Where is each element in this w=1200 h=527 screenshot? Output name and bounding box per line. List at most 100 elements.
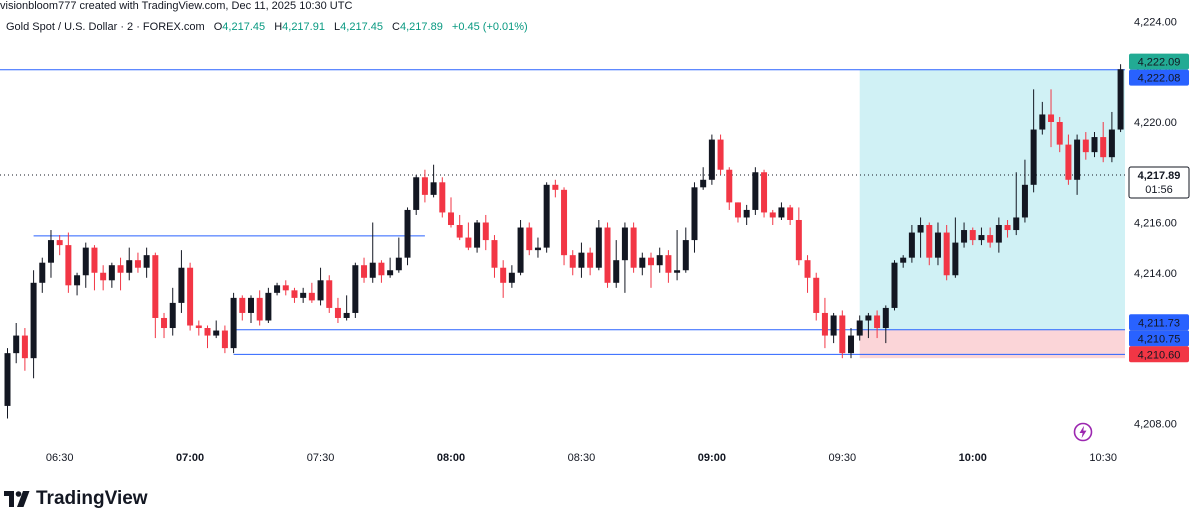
candle-body <box>961 230 968 243</box>
candle-body <box>491 240 498 268</box>
legend-close: 4,217.89 <box>400 21 443 33</box>
candle-body <box>813 277 820 313</box>
time-tick-label: 09:30 <box>829 452 857 464</box>
candle-body <box>795 219 802 261</box>
candle-body <box>639 257 646 268</box>
candle-body <box>439 182 446 213</box>
candle-body <box>543 184 550 248</box>
time-tick-label: 10:30 <box>1089 452 1117 464</box>
price-tick-label: 4,214.00 <box>1134 268 1177 280</box>
candle-body <box>247 297 254 313</box>
candle-body <box>65 245 72 286</box>
candle-body <box>361 265 368 278</box>
candle-body <box>4 353 11 406</box>
flash-icon[interactable] <box>1073 422 1093 442</box>
candle-body <box>1030 129 1037 185</box>
candle-body <box>700 179 707 188</box>
candle-body <box>317 280 324 301</box>
candle-body <box>1021 184 1028 218</box>
candle-body <box>465 237 472 248</box>
price-badge: 4,210.60 <box>1138 349 1181 361</box>
price-tick-label: 4,208.00 <box>1134 419 1177 431</box>
candle-body <box>308 292 315 301</box>
candle-body <box>917 225 924 233</box>
time-tick-label: 07:30 <box>307 452 335 464</box>
candle-body <box>47 240 54 263</box>
candle-body <box>534 247 541 251</box>
candle-body <box>117 265 124 273</box>
candle-body <box>717 139 724 170</box>
symbol-legend: Gold Spot / U.S. Dollar · 2 · FOREX.com … <box>6 21 528 33</box>
candle-body <box>126 260 133 273</box>
candle-body <box>161 317 168 329</box>
candle-body <box>569 255 576 268</box>
candle-body <box>769 212 776 218</box>
candle-body <box>456 225 463 238</box>
candle-body <box>891 262 898 308</box>
candle-body <box>334 307 341 318</box>
candle-body <box>204 328 211 336</box>
creator-header: visionbloom777 created with TradingView.… <box>0 0 353 12</box>
candle-body <box>552 184 559 190</box>
candle-body <box>265 292 272 321</box>
price-badge: 4,222.08 <box>1138 73 1181 85</box>
candle-body <box>1065 144 1072 180</box>
candle-body <box>734 202 741 218</box>
time-tick-label: 09:00 <box>698 452 726 464</box>
price-badge-bg <box>1129 69 1189 86</box>
candle-body <box>100 272 107 281</box>
candle-body <box>108 265 115 281</box>
candle-body <box>1004 225 1011 231</box>
candle-body <box>482 222 489 241</box>
candle-body <box>630 227 637 268</box>
candle-body <box>291 290 298 298</box>
candle-body <box>665 255 672 273</box>
candle-body <box>134 260 141 268</box>
candle-body <box>430 182 437 195</box>
target-zone <box>859 69 1125 330</box>
candle-body <box>282 285 289 291</box>
candle-body <box>682 240 689 271</box>
candle-body <box>1178 89 1184 122</box>
candle-body <box>178 267 185 303</box>
candle-body <box>21 335 28 359</box>
symbol-title[interactable]: Gold Spot / U.S. Dollar · 2 · FOREX.com <box>6 21 205 33</box>
price-badge: 4,210.75 <box>1138 333 1181 345</box>
legend-open: 4,217.45 <box>222 21 266 33</box>
bar-countdown: 01:56 <box>1145 184 1173 196</box>
candle-body <box>882 307 889 329</box>
candle-body <box>74 275 81 286</box>
time-tick-label: 08:00 <box>437 452 465 464</box>
candle-body <box>195 325 202 329</box>
legend-low: 4,217.45 <box>340 21 383 33</box>
candle-body <box>908 232 915 258</box>
candle-body <box>726 169 733 203</box>
candle-body <box>969 230 976 241</box>
candle-body <box>1108 129 1115 158</box>
candle-body <box>221 330 228 349</box>
candle-body <box>404 209 411 258</box>
last-price-badge-bg <box>1128 166 1190 199</box>
candle-body <box>830 315 837 336</box>
last-price-badge: 4,217.89 <box>1138 170 1181 182</box>
candle-body <box>395 257 402 271</box>
candle-body <box>1082 139 1089 153</box>
price-tick-label: 4,216.00 <box>1134 218 1177 230</box>
candle-body <box>508 272 515 283</box>
candle-body <box>934 232 941 258</box>
candle-body <box>378 262 385 276</box>
tradingview-brand[interactable]: TradingView <box>4 488 148 510</box>
candle-body <box>978 235 985 241</box>
candle-body <box>230 297 237 349</box>
time-tick-label: 07:00 <box>176 452 204 464</box>
price-tick-label: 4,224.00 <box>1134 17 1177 29</box>
candle-body <box>239 297 246 313</box>
time-tick-label: 10:00 <box>959 452 987 464</box>
candle-body <box>526 227 533 251</box>
price-badge-bg <box>1129 53 1189 70</box>
candle-body <box>152 255 159 318</box>
candle-body <box>447 212 454 226</box>
price-badge-bg <box>1129 330 1189 347</box>
price-badge: 4,222.09 <box>1138 57 1181 69</box>
